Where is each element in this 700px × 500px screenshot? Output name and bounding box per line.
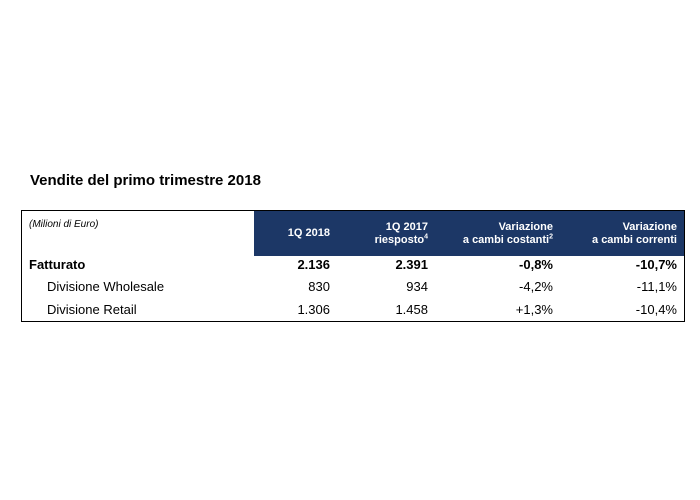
cell-variazione-costanti: +1,3% xyxy=(515,302,553,317)
cell-variazione-correnti: -10,4% xyxy=(635,302,677,317)
column-header-line2: riesposto4 xyxy=(374,232,428,247)
column-header-line1: Variazione xyxy=(498,220,553,233)
cell-1q-2017: 1.458 xyxy=(395,302,428,317)
page-title: Vendite del primo trimestre 2018 xyxy=(30,172,261,189)
cell-1q-2018: 1.306 xyxy=(297,302,330,317)
table-row: Divisione Wholesale 830 934 -4,2% -11,1% xyxy=(22,277,684,299)
footnote-marker: 4 xyxy=(424,232,428,240)
cell-1q-2018: 2.136 xyxy=(297,257,330,272)
header-band xyxy=(254,211,684,256)
column-header-variazione-correnti: Variazione a cambi correnti xyxy=(553,211,677,256)
cell-variazione-correnti: -11,1% xyxy=(636,279,677,294)
footnote-marker: 2 xyxy=(549,232,553,240)
column-header-line2-text: a cambi costanti xyxy=(462,233,550,246)
row-label: Divisione Retail xyxy=(47,302,137,317)
units-label: (Milioni di Euro) xyxy=(29,219,99,230)
table-row: Divisione Retail 1.306 1.458 +1,3% -10,4… xyxy=(22,300,684,322)
column-header-1q-2018: 1Q 2018 xyxy=(254,211,330,256)
cell-1q-2017: 2.391 xyxy=(395,257,428,272)
row-label: Fatturato xyxy=(29,257,86,272)
column-header-1q-2017: 1Q 2017 riesposto4 xyxy=(330,211,428,256)
table-header: (Milioni di Euro) 1Q 2018 1Q 2017 riespo… xyxy=(22,211,684,256)
column-header-line2: a cambi costanti2 xyxy=(462,232,553,247)
sales-table: (Milioni di Euro) 1Q 2018 1Q 2017 riespo… xyxy=(21,210,685,322)
row-label: Divisione Wholesale xyxy=(47,279,165,294)
cell-variazione-costanti: -4,2% xyxy=(519,279,553,294)
cell-1q-2018: 830 xyxy=(308,279,330,294)
column-header-line1: 1Q 2017 xyxy=(385,220,428,233)
column-header-line2: a cambi correnti xyxy=(592,233,677,246)
cell-variazione-costanti: -0,8% xyxy=(519,257,553,272)
cell-1q-2017: 934 xyxy=(406,279,428,294)
column-header-line2-text: riesposto xyxy=(374,233,425,246)
column-header-variazione-costanti: Variazione a cambi costanti2 xyxy=(428,211,553,256)
cell-variazione-correnti: -10,7% xyxy=(635,257,677,272)
column-header-line1: 1Q 2018 xyxy=(287,227,330,239)
table-row: Fatturato 2.136 2.391 -0,8% -10,7% xyxy=(22,255,684,277)
column-header-line1: Variazione xyxy=(622,220,677,233)
